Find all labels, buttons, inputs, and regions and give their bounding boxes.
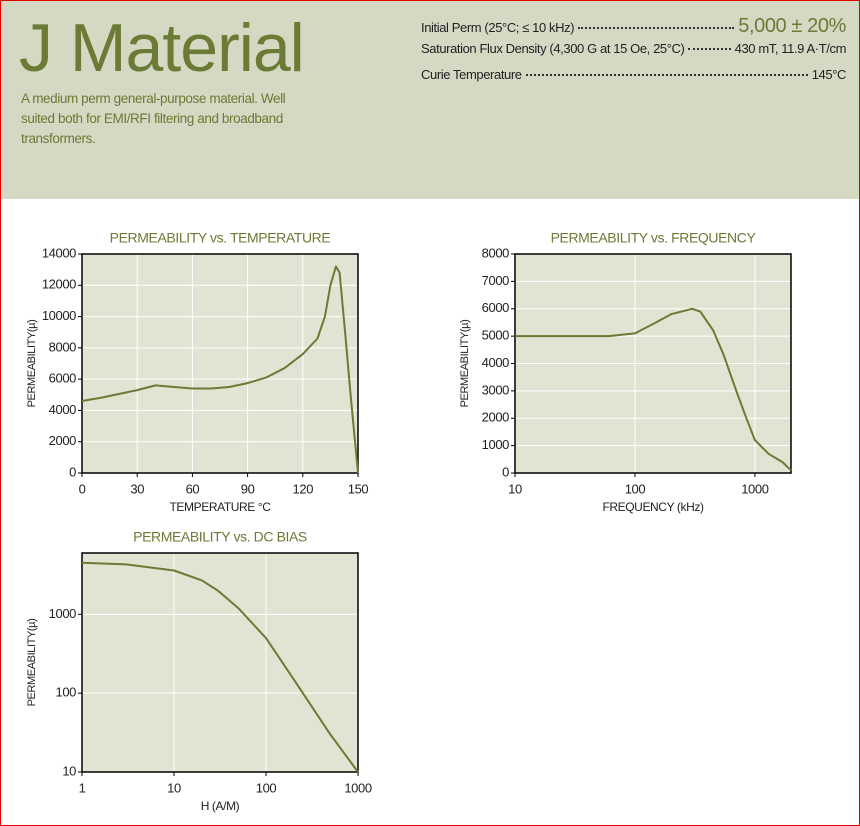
- y-tick-label: 8000: [482, 245, 509, 260]
- spec-label: Saturation Flux Density (4,300 G at 15 O…: [421, 41, 685, 56]
- x-tick-label: 100: [625, 481, 646, 496]
- y-tick-label: 6000: [49, 371, 76, 386]
- x-tick-label: 30: [130, 481, 144, 496]
- y-tick-label: 4000: [49, 402, 76, 417]
- y-tick-label: 7000: [482, 273, 509, 288]
- y-tick-label: 10: [62, 763, 76, 778]
- x-tick-label: 1000: [344, 780, 371, 795]
- chart-title: PERMEABILITY vs. DC BIAS: [133, 529, 307, 545]
- x-axis-label: H (A/M): [201, 799, 240, 813]
- x-tick-label: 10: [508, 481, 522, 496]
- title: J Material: [19, 10, 305, 86]
- y-tick-label: 0: [69, 464, 76, 479]
- x-axis-label: FREQUENCY (kHz): [602, 500, 704, 514]
- spec-label: Initial Perm (25°C; ≤ 10 kHz): [421, 20, 575, 35]
- plot-frame: [81, 253, 359, 474]
- spec-value: 430 mT, 11.9 A·T/cm: [734, 41, 847, 56]
- spec-value: 5,000 ± 20%: [738, 15, 846, 37]
- y-tick-label: 14000: [42, 245, 76, 260]
- y-tick-label: 1000: [49, 606, 76, 621]
- description: A medium perm general-purpose material. …: [21, 91, 286, 146]
- y-tick-label: 0: [502, 464, 509, 479]
- y-tick-label: 5000: [482, 328, 509, 343]
- plot-frame: [514, 253, 792, 474]
- plot-area: [82, 254, 358, 473]
- x-axis-label: TEMPERATURE °C: [170, 500, 272, 514]
- x-tick-label: 100: [256, 780, 277, 795]
- x-tick-label: 150: [348, 481, 369, 496]
- y-axis-label: PERMEABILITY(µ): [459, 320, 471, 408]
- x-tick-label: 1: [79, 780, 86, 795]
- spec-row: Saturation Flux Density (4,300 G at 15 O…: [421, 41, 846, 67]
- specs: Initial Perm (25°C; ≤ 10 kHz) 5,000 ± 20%…: [421, 15, 846, 93]
- y-tick-label: 1000: [482, 437, 509, 452]
- x-tick-label: 90: [241, 481, 255, 496]
- plot-frame: [81, 552, 359, 773]
- header: J Material A medium perm general-purpose…: [1, 1, 859, 199]
- spec-value: 145°C: [811, 67, 847, 82]
- y-tick-label: 3000: [482, 382, 509, 397]
- spec-row: Initial Perm (25°C; ≤ 10 kHz) 5,000 ± 20%: [421, 15, 846, 41]
- leader: [578, 27, 735, 29]
- chart-title: PERMEABILITY vs. FREQUENCY: [551, 230, 757, 246]
- curve: [81, 265, 359, 474]
- leader: [525, 74, 808, 76]
- chart-title: PERMEABILITY vs. TEMPERATURE: [110, 230, 331, 246]
- y-tick-label: 100: [56, 685, 77, 700]
- y-tick-label: 2000: [49, 433, 76, 448]
- x-tick-label: 10: [167, 780, 181, 795]
- x-tick-label: 1000: [741, 481, 768, 496]
- x-tick-label: 0: [79, 481, 86, 496]
- spec-row: Curie Temperature 145°C: [421, 67, 846, 93]
- y-tick-label: 2000: [482, 410, 509, 425]
- y-axis-label: PERMEABILITY(µ): [26, 619, 38, 707]
- y-tick-label: 12000: [42, 277, 76, 292]
- y-tick-label: 8000: [49, 339, 76, 354]
- y-tick-label: 4000: [482, 355, 509, 370]
- x-tick-label: 60: [186, 481, 200, 496]
- y-axis-label: PERMEABILITY(µ): [26, 320, 38, 408]
- leader: [688, 48, 731, 50]
- x-tick-label: 120: [293, 481, 314, 496]
- curve: [81, 561, 359, 773]
- spec-label: Curie Temperature: [421, 67, 522, 82]
- plot-area: [82, 553, 358, 772]
- curve: [515, 307, 792, 472]
- y-tick-label: 6000: [482, 300, 509, 315]
- y-tick-label: 10000: [42, 308, 76, 323]
